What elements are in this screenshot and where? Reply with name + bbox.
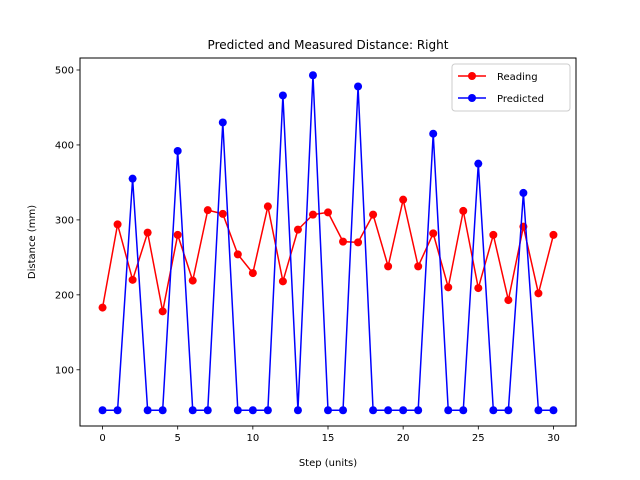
data-point [384, 262, 393, 271]
data-point [143, 228, 152, 237]
data-point [369, 406, 378, 415]
data-point [459, 206, 468, 215]
data-point [278, 91, 287, 100]
data-point [218, 209, 227, 218]
series-reading [98, 195, 558, 316]
data-point [489, 230, 498, 239]
data-point [188, 276, 197, 285]
data-point [263, 406, 272, 415]
data-point [339, 237, 348, 246]
legend-label: Reading [497, 72, 538, 83]
data-point [128, 174, 137, 183]
data-point [278, 277, 287, 286]
x-tick-label: 25 [472, 433, 485, 444]
legend: Reading Predicted [451, 63, 571, 112]
data-point [474, 284, 483, 293]
data-point [489, 406, 498, 415]
x-tick-label: 10 [246, 433, 259, 444]
legend-marker [468, 72, 476, 80]
x-tick-label: 20 [397, 433, 410, 444]
x-tick-label: 5 [175, 433, 181, 444]
y-axis-label: Distance (mm) [27, 205, 38, 279]
data-point [248, 269, 257, 278]
data-point [354, 238, 363, 247]
data-point [188, 406, 197, 415]
data-point [263, 202, 272, 211]
data-point [308, 210, 317, 219]
data-point [444, 283, 453, 292]
data-point [218, 118, 227, 127]
data-point [324, 208, 332, 217]
data-point [98, 303, 107, 312]
data-point [143, 406, 152, 415]
data-point [414, 262, 423, 271]
x-axis-label: Step (units) [299, 458, 357, 469]
data-point [173, 146, 182, 155]
data-point [354, 82, 363, 91]
chart-title: Predicted and Measured Distance: Right [208, 38, 449, 52]
y-tick-label: 500 [55, 65, 74, 76]
data-point [399, 406, 408, 415]
x-axis: 0 5 10 15 20 25 30 [99, 426, 560, 444]
data-point [158, 406, 167, 415]
y-axis: 100 200 300 400 500 [55, 65, 80, 376]
data-point [444, 406, 453, 415]
data-point [113, 220, 122, 229]
data-point [128, 275, 137, 284]
data-point [339, 406, 348, 415]
data-point [203, 406, 212, 415]
data-point [308, 71, 317, 80]
series-line [102, 74, 554, 412]
data-point [173, 230, 182, 239]
legend-label: Predicted [497, 94, 544, 105]
data-point [158, 307, 167, 316]
data-point [113, 406, 122, 415]
data-point [233, 250, 242, 259]
data-point [414, 406, 423, 415]
x-tick-label: 0 [99, 433, 105, 444]
data-point [203, 206, 212, 215]
data-point [549, 230, 558, 239]
data-point [369, 210, 378, 219]
data-point [399, 195, 408, 204]
y-tick-label: 100 [55, 365, 74, 376]
y-tick-label: 300 [55, 215, 74, 226]
data-point [429, 129, 438, 138]
data-point [504, 406, 513, 415]
data-point [98, 406, 107, 415]
data-point [549, 406, 558, 415]
series-layer [98, 71, 558, 415]
plot-frame [79, 57, 577, 427]
data-point [534, 289, 543, 298]
legend-marker [468, 94, 476, 102]
data-point [474, 159, 483, 168]
data-point [248, 406, 257, 415]
data-point [459, 406, 468, 415]
x-tick-label: 30 [547, 433, 560, 444]
data-point [534, 406, 543, 415]
data-point [384, 406, 393, 415]
data-point [519, 188, 528, 197]
y-tick-label: 400 [55, 140, 74, 151]
data-point [504, 296, 513, 305]
data-point [324, 406, 332, 415]
data-point [429, 229, 438, 238]
series-predicted [98, 71, 558, 415]
data-point [293, 406, 302, 415]
y-tick-label: 200 [55, 290, 74, 301]
data-point [293, 225, 302, 234]
x-tick-label: 15 [322, 433, 335, 444]
data-point [233, 406, 242, 415]
